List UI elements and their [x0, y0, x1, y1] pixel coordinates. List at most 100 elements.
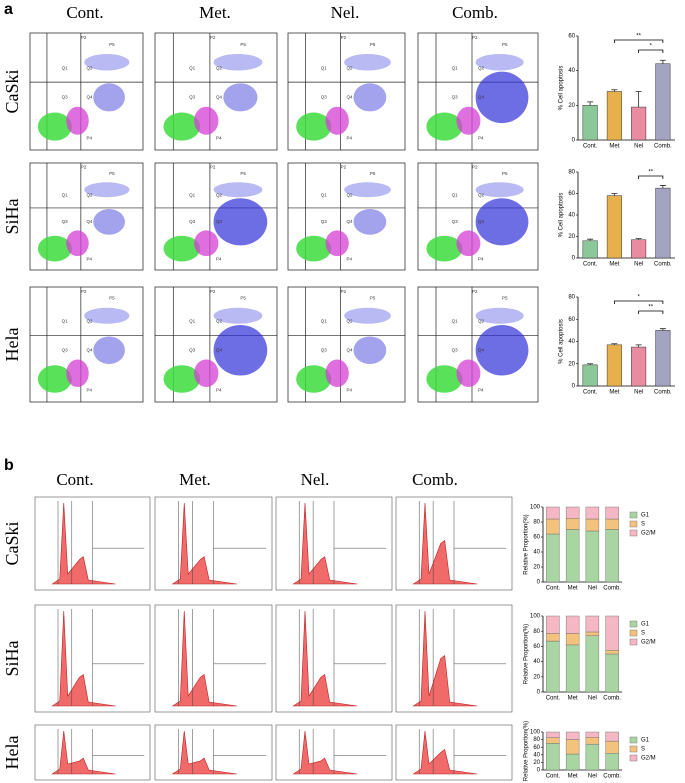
bar-segment — [585, 518, 600, 532]
y-tick-label: 0 — [537, 768, 541, 774]
column-header: Met. — [199, 3, 231, 22]
cell-cloud — [426, 112, 463, 141]
cell-cloud — [223, 83, 258, 112]
cell-cloud — [475, 54, 524, 71]
legend-label: G2/M — [641, 640, 656, 646]
gate-label: P5 — [240, 171, 246, 176]
legend-label: G1 — [641, 622, 650, 628]
bar-segment — [546, 743, 560, 771]
x-tick-label: Met — [568, 696, 578, 702]
gate-label: Q3 — [321, 95, 328, 100]
bar-segment — [605, 518, 619, 530]
y-tick-label: 20 — [533, 674, 540, 680]
cell-cloud — [296, 112, 332, 141]
cell-cloud — [475, 324, 529, 376]
gate-label: Q2 — [216, 319, 223, 324]
y-tick-label: 60 — [568, 34, 575, 40]
gate-label: P2 — [210, 35, 216, 40]
x-tick-label: Cont. — [583, 144, 598, 150]
legend-label: G2/M — [641, 531, 656, 537]
cell-cloud — [426, 235, 463, 262]
column-header: Cont. — [56, 470, 93, 489]
gate-label: Q1 — [321, 65, 328, 70]
gate-label: Q1 — [452, 319, 459, 324]
x-tick-label: Met — [568, 586, 578, 592]
legend-label: S — [641, 522, 645, 528]
y-tick-label: 40 — [568, 339, 575, 345]
gate-label: P2 — [341, 35, 347, 40]
legend-label: S — [641, 747, 645, 753]
cell-cloud — [344, 307, 391, 324]
gate-label: Q3 — [62, 219, 69, 224]
y-tick-label: 80 — [568, 170, 575, 176]
bar-segment — [565, 615, 580, 634]
gate-label: Q1 — [189, 65, 196, 70]
x-tick-label: Nel — [634, 262, 643, 268]
bar-segment — [585, 737, 600, 745]
gate-label: Q3 — [321, 219, 328, 224]
legend-swatch — [629, 520, 638, 528]
cell-cloud — [296, 235, 332, 262]
cell-cloud — [456, 230, 481, 257]
row-label: SiHa — [2, 198, 22, 234]
legend-swatch — [629, 638, 638, 646]
error-bar — [611, 343, 618, 345]
gate-label: Q4 — [216, 219, 223, 224]
gate-label: Q2 — [87, 319, 94, 324]
gate-label: Q2 — [87, 192, 94, 197]
column-header: Nel. — [331, 3, 360, 22]
bar-segment — [565, 739, 580, 755]
cell-cloud — [84, 307, 130, 324]
y-axis-label: % Cell apoptosis — [559, 193, 565, 238]
y-tick-label: 0 — [537, 690, 541, 696]
legend-swatch — [629, 511, 638, 519]
gate-label: P4 — [347, 256, 353, 261]
bar-segment — [585, 631, 600, 636]
legend-label: G2/M — [641, 756, 656, 762]
x-tick-label: Comb. — [603, 774, 621, 780]
bar-segment — [605, 615, 619, 651]
gate-label: Q2 — [478, 65, 485, 70]
row-label: SiHa — [2, 640, 22, 676]
gate-label: P4 — [347, 388, 353, 393]
y-tick-label: 0 — [537, 580, 541, 586]
error-bar — [611, 89, 618, 92]
y-axis-label: Relative Proportion(%) — [524, 721, 530, 781]
gate-label: Q2 — [87, 65, 94, 70]
gate-label: P5 — [370, 296, 376, 301]
bar-segment — [565, 506, 580, 519]
gate-label: P2 — [81, 164, 87, 169]
y-tick-label: 40 — [533, 550, 540, 556]
gate-label: Q1 — [452, 192, 459, 197]
y-tick-label: 60 — [533, 644, 540, 650]
bar — [631, 239, 647, 259]
gate-label: Q4 — [347, 95, 354, 100]
gate-label: Q4 — [87, 95, 94, 100]
x-tick-label: Cont. — [546, 696, 561, 702]
bar-segment — [546, 633, 560, 642]
error-bar — [611, 193, 618, 196]
cell-cloud — [163, 112, 201, 141]
significance-label: ** — [648, 305, 653, 311]
legend-label: G1 — [641, 738, 650, 744]
bar-segment — [605, 753, 619, 771]
cell-cloud — [213, 324, 268, 376]
bar-segment — [585, 615, 600, 633]
dna-histogram — [292, 730, 358, 775]
gate-label: P5 — [240, 42, 246, 47]
x-tick-label: Nel — [634, 144, 643, 150]
bar-segment — [546, 518, 560, 535]
y-tick-label: 20 — [568, 103, 575, 109]
dna-histogram — [412, 730, 478, 775]
cell-cloud — [93, 336, 125, 365]
gate-label: P4 — [347, 135, 353, 140]
column-header: Met. — [179, 470, 211, 489]
y-tick-label: 0 — [572, 138, 576, 144]
cell-cloud — [325, 106, 349, 135]
cell-cloud — [475, 71, 529, 124]
cell-cloud — [213, 54, 263, 71]
gate-label: P4 — [478, 388, 484, 393]
legend-swatch — [629, 529, 638, 537]
column-header: Comb. — [412, 470, 458, 489]
bar-segment — [605, 529, 619, 583]
